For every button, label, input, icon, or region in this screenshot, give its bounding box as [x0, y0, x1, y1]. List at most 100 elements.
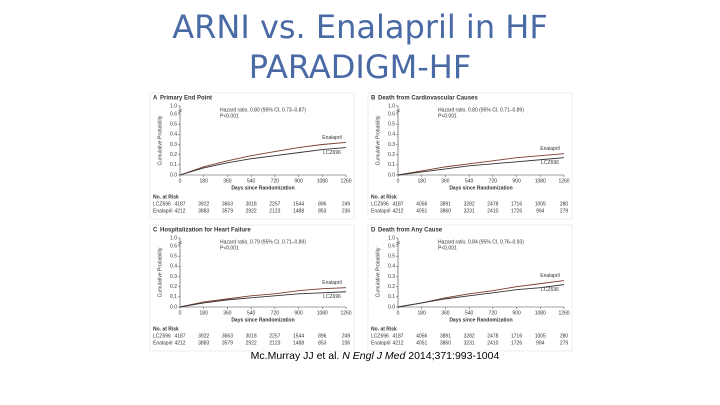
y-axis-label: Cumulative Probability — [157, 115, 163, 165]
y-tick-label: 0.5 — [388, 121, 395, 127]
risk-count: 1005 — [535, 333, 546, 339]
risk-count: 4056 — [416, 333, 427, 339]
risk-count: 3663 — [222, 333, 233, 339]
risk-count: 279 — [560, 208, 569, 214]
y-axis-label: Cumulative Probability — [375, 247, 381, 297]
risk-count: 3891 — [440, 201, 451, 207]
x-tick-label: 0 — [397, 178, 400, 184]
annotation: P<0.001 — [220, 245, 239, 251]
panel-title: Hospitalization for Heart Failure — [160, 228, 251, 234]
x-tick-label: 1080 — [317, 178, 328, 184]
x-tick-label: 720 — [489, 310, 498, 316]
risk-count: 994 — [536, 340, 545, 346]
risk-row-name: Enalapril — [153, 208, 172, 214]
y-tick-label: 1.0 — [170, 235, 177, 241]
risk-count: 2123 — [269, 208, 280, 214]
risk-count: 236 — [342, 340, 351, 346]
series-label: LCZ696 — [323, 150, 341, 156]
x-tick-label: 360 — [223, 310, 232, 316]
risk-count: 3883 — [198, 340, 209, 346]
risk-count: 1488 — [293, 208, 304, 214]
risk-count: 3231 — [464, 340, 475, 346]
series-line — [179, 147, 347, 176]
risk-count: 280 — [560, 201, 569, 207]
risk-count: 896 — [318, 333, 327, 339]
risk-count: 3579 — [222, 208, 233, 214]
risk-count: 4051 — [416, 340, 427, 346]
x-tick-label: 540 — [247, 178, 256, 184]
risk-count: 853 — [318, 208, 327, 214]
x-tick-label: 180 — [418, 178, 427, 184]
y-tick-label: 0.0 — [388, 304, 395, 310]
x-tick-label: 180 — [418, 310, 427, 316]
x-axis-label: Days since Randomization — [449, 317, 512, 323]
risk-count: 1716 — [511, 333, 522, 339]
series-line — [397, 153, 565, 176]
risk-row-name: LCZ696 — [153, 201, 171, 207]
series-line — [397, 284, 565, 308]
risk-count: 2478 — [487, 201, 498, 207]
risk-count: 2410 — [487, 340, 498, 346]
axis-break — [395, 109, 401, 113]
x-tick-label: 540 — [465, 310, 474, 316]
series-label: LCZ696 — [541, 287, 559, 293]
series-line — [179, 291, 347, 308]
x-tick-label: 1260 — [340, 310, 351, 316]
panel: D Death from Any Cause Cumulative Probabil… — [367, 224, 573, 352]
risk-count: 3922 — [198, 333, 209, 339]
axis-break — [177, 241, 183, 245]
y-tick-label: 0.0 — [170, 304, 177, 310]
x-axis-label: Days since Randomization — [449, 185, 512, 191]
panel-frame — [149, 92, 355, 220]
panel-letter: A — [153, 96, 158, 102]
risk-count: 3282 — [464, 333, 475, 339]
risk-count: 2410 — [487, 208, 498, 214]
axis-break — [395, 241, 401, 245]
risk-count: 896 — [318, 201, 327, 207]
x-tick-label: 540 — [247, 310, 256, 316]
y-tick-label: 0.5 — [170, 121, 177, 127]
risk-row-name: Enalapril — [371, 340, 390, 346]
x-tick-label: 900 — [512, 178, 521, 184]
x-tick-label: 0 — [397, 310, 400, 316]
risk-count: 2123 — [269, 340, 280, 346]
citation-ref: 2014;371:993-1004 — [405, 350, 499, 362]
x-tick-label: 180 — [200, 310, 209, 316]
series-label: Enalapril — [540, 146, 559, 152]
y-tick-label: 0.3 — [388, 142, 395, 148]
series-label: LCZ696 — [323, 294, 341, 300]
risk-count: 249 — [342, 201, 351, 207]
risk-label: No. at Risk — [371, 194, 397, 200]
panel: A Primary End Point Cumulative Probability… — [149, 92, 355, 220]
y-tick-label: 1.0 — [388, 235, 395, 241]
x-tick-label: 900 — [294, 310, 303, 316]
x-tick-label: 900 — [294, 178, 303, 184]
annotation: P<0.001 — [220, 113, 239, 119]
citation: Mc.Murray JJ et al. N Engl J Med 2014;37… — [251, 350, 500, 362]
slide-title-line: PARADIGM-HF — [249, 48, 471, 86]
panel-letter: D — [371, 228, 376, 234]
risk-count: 3883 — [198, 208, 209, 214]
panel-frame — [149, 224, 355, 352]
risk-count: 3018 — [246, 201, 257, 207]
risk-count: 3282 — [464, 201, 475, 207]
risk-row-name: LCZ696 — [371, 333, 389, 339]
x-tick-label: 180 — [200, 178, 209, 184]
risk-count: 1716 — [511, 201, 522, 207]
x-tick-label: 1080 — [535, 178, 546, 184]
x-tick-label: 1260 — [558, 310, 569, 316]
panel-letter: B — [371, 96, 376, 102]
y-tick-label: 1.0 — [388, 103, 395, 109]
risk-row-name: LCZ696 — [371, 201, 389, 207]
panel-title: Death from Cardiovascular Causes — [378, 96, 478, 102]
risk-count: 279 — [560, 340, 569, 346]
x-axis-label: Days since Randomization — [231, 317, 294, 323]
risk-count: 1726 — [511, 208, 522, 214]
risk-count: 2257 — [269, 333, 280, 339]
y-tick-label: 0.1 — [170, 294, 177, 300]
y-tick-label: 0.3 — [170, 274, 177, 280]
y-tick-label: 0.6 — [388, 111, 395, 117]
risk-count: 2478 — [487, 333, 498, 339]
